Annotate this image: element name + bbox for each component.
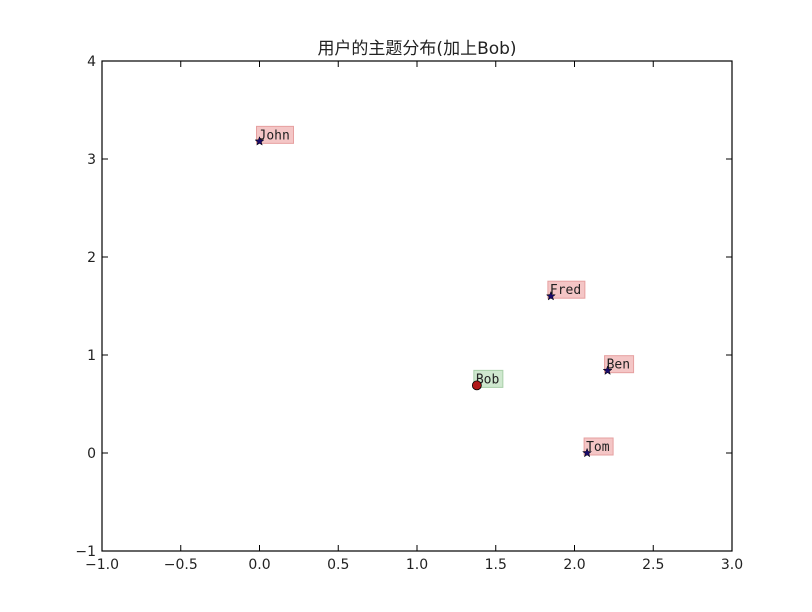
point-label-box <box>547 280 586 299</box>
x-tick-label: 2.5 <box>642 557 664 573</box>
x-tick-label: 1.5 <box>485 557 507 573</box>
data-point-circle <box>471 380 482 391</box>
point-label: Bob <box>476 372 500 387</box>
chart-title: 用户的主题分布(加上Bob) <box>317 39 516 59</box>
point-label: John <box>259 128 290 143</box>
point-label-box <box>604 355 635 374</box>
y-tick-label: 4 <box>87 54 96 70</box>
y-tick-label: 1 <box>87 348 96 364</box>
x-tick-label: −1.0 <box>85 557 119 573</box>
y-tick-label: −1 <box>75 544 96 560</box>
x-tick-label: 2.0 <box>563 557 585 573</box>
data-marks <box>254 136 613 458</box>
axis-ticks: −1.0 −0.5 0.0 0.5 1.0 1.5 2.0 2.5 3.0 −1 0 1 2 3 4 <box>75 54 743 573</box>
x-tick-label: 3.0 <box>721 557 743 573</box>
x-tick-label: −0.5 <box>164 557 198 573</box>
data-point-star <box>545 290 556 301</box>
data-point-star <box>254 136 265 146</box>
y-tick-label: 3 <box>87 152 96 168</box>
y-tick-label: 0 <box>87 446 96 462</box>
point-label: Tom <box>586 440 610 455</box>
point-label: Fred <box>550 283 581 298</box>
point-label-box <box>256 125 294 144</box>
point-label: Ben <box>607 358 630 373</box>
x-tick-label: 1.0 <box>406 557 428 573</box>
data-point-star <box>582 447 593 458</box>
data-point-star <box>602 365 613 375</box>
y-tick-label: 2 <box>87 250 96 266</box>
x-tick-label: 0.5 <box>327 557 349 573</box>
point-label-box <box>583 437 614 456</box>
x-tick-label: 0.0 <box>248 557 270 573</box>
plot-area <box>101 60 733 552</box>
